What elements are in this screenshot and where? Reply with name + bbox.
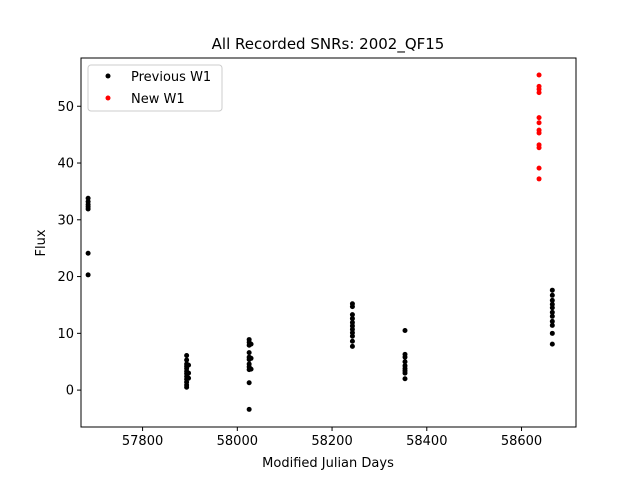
data-point-new-w1-0 [536, 72, 542, 78]
data-point-previous-w1-32 [246, 406, 252, 412]
x-tick-label-3: 58400 [406, 434, 447, 449]
data-point-new-w1-7 [536, 130, 542, 136]
data-point-previous-w1-4 [85, 206, 91, 212]
legend-marker-new-w1 [105, 95, 111, 101]
data-point-previous-w1-45 [349, 338, 355, 344]
data-point-previous-w1-18 [184, 384, 190, 390]
data-point-previous-w1-7 [184, 352, 190, 358]
x-axis: 57800 58000 58200 58400 58600 [122, 427, 542, 449]
data-point-previous-w1-57 [549, 292, 555, 298]
data-point-new-w1-5 [536, 120, 542, 126]
data-point-new-w1-10 [536, 165, 542, 171]
data-point-previous-w1-62 [549, 313, 555, 319]
data-point-previous-w1-60 [549, 305, 555, 311]
data-point-previous-w1-39 [349, 316, 355, 322]
legend-label-new-w1: New W1 [131, 92, 185, 107]
legend: Previous W1 New W1 [87, 64, 223, 112]
y-tick-label-1: 10 [57, 327, 74, 342]
data-point-previous-w1-34 [248, 355, 254, 361]
data-point-new-w1-4 [536, 115, 542, 121]
data-point-previous-w1-49 [402, 354, 408, 360]
data-point-previous-w1-66 [549, 341, 555, 347]
data-point-new-w1-9 [536, 145, 542, 151]
data-point-previous-w1-21 [186, 375, 192, 381]
data-point-new-w1-11 [536, 176, 542, 182]
x-tick-label-4: 58600 [501, 434, 542, 449]
data-point-previous-w1-64 [549, 322, 555, 328]
y-tick-label-5: 50 [57, 100, 74, 115]
data-point-previous-w1-20 [186, 370, 192, 376]
data-point-previous-w1-63 [549, 318, 555, 324]
data-point-new-w1-3 [536, 90, 542, 96]
legend-box [87, 64, 223, 112]
data-point-previous-w1-56 [549, 287, 555, 293]
data-point-previous-w1-44 [349, 333, 355, 339]
data-point-previous-w1-37 [349, 304, 355, 310]
y-tick-label-0: 0 [66, 384, 74, 399]
y-axis-label: Flux [34, 229, 49, 256]
x-tick-label-2: 58200 [311, 434, 352, 449]
x-tick-label-0: 57800 [122, 434, 163, 449]
data-point-previous-w1-19 [186, 362, 192, 368]
chart-title: All Recorded SNRs: 2002_QF15 [212, 35, 445, 54]
data-point-previous-w1-31 [246, 380, 252, 386]
plot-marks [85, 72, 555, 412]
data-point-previous-w1-50 [402, 359, 408, 365]
data-point-previous-w1-65 [549, 330, 555, 336]
data-point-previous-w1-8 [184, 357, 190, 363]
data-point-previous-w1-47 [402, 327, 408, 333]
legend-marker-previous-w1 [105, 73, 111, 79]
y-tick-label-4: 40 [57, 157, 74, 172]
data-point-previous-w1-33 [248, 341, 254, 347]
data-point-previous-w1-5 [85, 250, 91, 256]
data-point-previous-w1-38 [349, 312, 355, 318]
x-tick-label-1: 58000 [217, 434, 258, 449]
data-point-previous-w1-58 [549, 297, 555, 303]
data-point-previous-w1-46 [349, 343, 355, 349]
x-axis-label: Modified Julian Days [262, 456, 394, 471]
plot-frame [80, 57, 577, 428]
data-point-previous-w1-55 [402, 376, 408, 382]
data-point-previous-w1-25 [246, 350, 252, 356]
data-point-previous-w1-61 [549, 309, 555, 315]
data-point-previous-w1-6 [85, 272, 91, 278]
legend-label-previous-w1: Previous W1 [131, 70, 211, 85]
data-point-previous-w1-54 [402, 370, 408, 376]
data-point-previous-w1-35 [248, 366, 254, 372]
y-axis: 0 10 20 30 40 50 [57, 100, 81, 399]
y-tick-label-2: 20 [57, 270, 74, 285]
y-tick-label-3: 30 [57, 213, 74, 228]
